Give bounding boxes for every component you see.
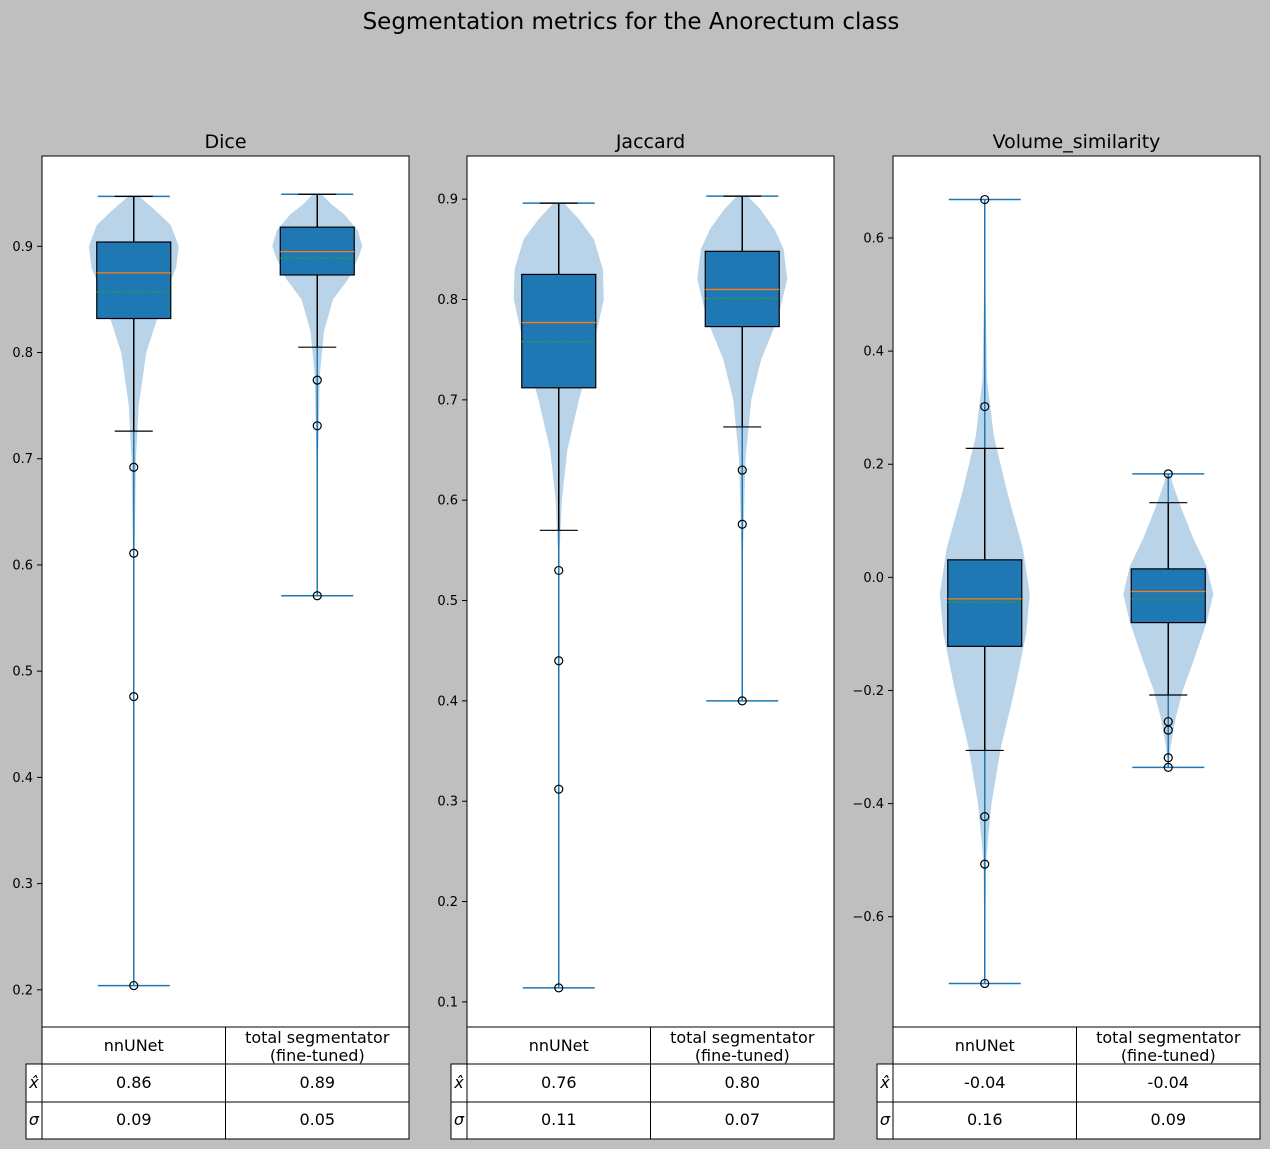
row-label-mean: x̂ — [453, 1073, 464, 1092]
panel-dice: Dice 0.2 0.3 0.4 0.5 0.6 0.7 0.8 0.9 nnUNet total … — [12, 131, 410, 1140]
table-cell-std: 0.11 — [541, 1110, 577, 1129]
y-tick-label: 0.6 — [863, 232, 884, 247]
figure-title: Segmentation metrics for the Anorectum c… — [363, 9, 900, 35]
series-total-segmentator — [1123, 469, 1214, 772]
table-cell-mean: 0.86 — [116, 1073, 152, 1092]
y-tick-label: 0.3 — [12, 877, 33, 892]
y-tick-label: 0.1 — [437, 995, 458, 1010]
column-header: (fine-tuned) — [1121, 1046, 1216, 1065]
y-tick-label: 0.7 — [12, 452, 33, 467]
column-header: nnUNet — [955, 1036, 1015, 1055]
outlier-point — [1163, 725, 1173, 735]
outlier-point — [312, 421, 322, 431]
outlier-point — [1163, 469, 1173, 479]
series-nnunet — [88, 195, 179, 991]
panel-jaccard: Jaccard 0.1 0.2 0.3 0.4 0.5 0.6 0.7 0.8 0.9 nnUNet… — [437, 131, 835, 1140]
series-total-segmentator — [697, 195, 788, 706]
column-header: total segmentator — [670, 1028, 815, 1047]
y-tick-label: 0.2 — [12, 983, 33, 998]
outlier-point — [980, 194, 990, 205]
y-tick-label: 0.8 — [437, 293, 458, 308]
outlier-point — [980, 401, 990, 412]
panel-title: Volume_similarity — [993, 131, 1161, 153]
y-tick-label: 0.3 — [437, 795, 458, 810]
series-nnunet — [939, 194, 1030, 989]
outlier-point — [554, 565, 564, 576]
outlier-point — [980, 859, 990, 869]
outlier-point — [554, 656, 564, 666]
y-tick-label: 0.2 — [863, 458, 884, 473]
y-tick-label: 0.4 — [863, 345, 884, 360]
panel-volume_similarity: Volume_similarity −0.6 −0.4 −0.2 0.0 0.2 0.4 0.… — [852, 131, 1261, 1140]
panel-title: Dice — [204, 131, 246, 153]
outlier-point — [129, 692, 139, 702]
y-tick-label: 0.4 — [12, 771, 33, 786]
table-cell-mean: -0.04 — [964, 1073, 1005, 1092]
series-total-segmentator — [272, 193, 363, 601]
outlier-point — [312, 375, 322, 385]
outlier-point — [737, 465, 747, 475]
table-cell-std: 0.09 — [1150, 1110, 1186, 1129]
box — [947, 559, 1023, 647]
box — [521, 273, 597, 389]
stats-table: nnUNet total segmentator(fine-tuned) x̂ σ 0.… — [450, 1026, 835, 1140]
column-header: (fine-tuned) — [270, 1046, 365, 1065]
outlier-point — [1163, 762, 1173, 772]
outlier-point — [980, 812, 990, 822]
outlier-point — [129, 462, 139, 472]
row-label-std: σ — [880, 1110, 891, 1129]
y-tick-label: 0.9 — [437, 193, 458, 208]
y-tick-label: 0.8 — [12, 346, 33, 361]
y-tick-label: 0.0 — [863, 571, 884, 586]
y-tick-label: 0.5 — [12, 665, 33, 680]
y-tick-label: 0.9 — [12, 240, 33, 255]
stats-table: nnUNet total segmentator(fine-tuned) x̂ σ 0.… — [25, 1026, 410, 1140]
table-cell-mean: 0.89 — [299, 1073, 335, 1092]
table-cell-mean: 0.80 — [724, 1073, 760, 1092]
column-header: total segmentator — [245, 1028, 390, 1047]
column-header: nnUNet — [104, 1036, 164, 1055]
y-tick-label: 0.2 — [437, 895, 458, 910]
y-tick-label: 0.5 — [437, 594, 458, 609]
stats-table: nnUNet total segmentator(fine-tuned) x̂ σ -0… — [876, 1026, 1261, 1140]
table-cell-std: 0.07 — [724, 1110, 760, 1129]
table-cell-std: 0.09 — [116, 1110, 152, 1129]
panels: Dice 0.2 0.3 0.4 0.5 0.6 0.7 0.8 0.9 nnUNet total … — [12, 131, 1261, 1140]
outlier-point — [554, 784, 564, 794]
column-header: total segmentator — [1096, 1028, 1241, 1047]
y-tick-label: 0.7 — [437, 393, 458, 408]
table-cell-std: 0.05 — [299, 1110, 335, 1129]
y-tick-label: 0.6 — [437, 494, 458, 509]
column-header: nnUNet — [529, 1036, 589, 1055]
row-label-std: σ — [29, 1110, 40, 1129]
y-tick-label: −0.2 — [852, 684, 884, 699]
outlier-point — [737, 696, 747, 706]
outlier-point — [312, 591, 322, 601]
y-tick-label: 0.6 — [12, 558, 33, 573]
outlier-point — [554, 983, 564, 993]
row-label-std: σ — [454, 1110, 465, 1129]
y-tick-label: −0.6 — [852, 910, 884, 925]
box — [1130, 568, 1206, 624]
outlier-point — [980, 978, 990, 989]
outlier-point — [737, 519, 747, 529]
outlier-point — [129, 548, 139, 558]
table-cell-mean: 0.76 — [541, 1073, 577, 1092]
series-nnunet — [513, 202, 604, 993]
row-label-mean: x̂ — [879, 1073, 890, 1092]
y-tick-label: −0.4 — [852, 797, 884, 812]
row-label-mean: x̂ — [28, 1073, 39, 1092]
table-cell-std: 0.16 — [967, 1110, 1003, 1129]
panel-title: Jaccard — [615, 131, 685, 153]
outlier-point — [1163, 753, 1173, 763]
column-header: (fine-tuned) — [695, 1046, 790, 1065]
y-tick-label: 0.4 — [437, 694, 458, 709]
table-cell-mean: -0.04 — [1148, 1073, 1189, 1092]
outlier-point — [129, 980, 139, 991]
box — [96, 241, 172, 320]
